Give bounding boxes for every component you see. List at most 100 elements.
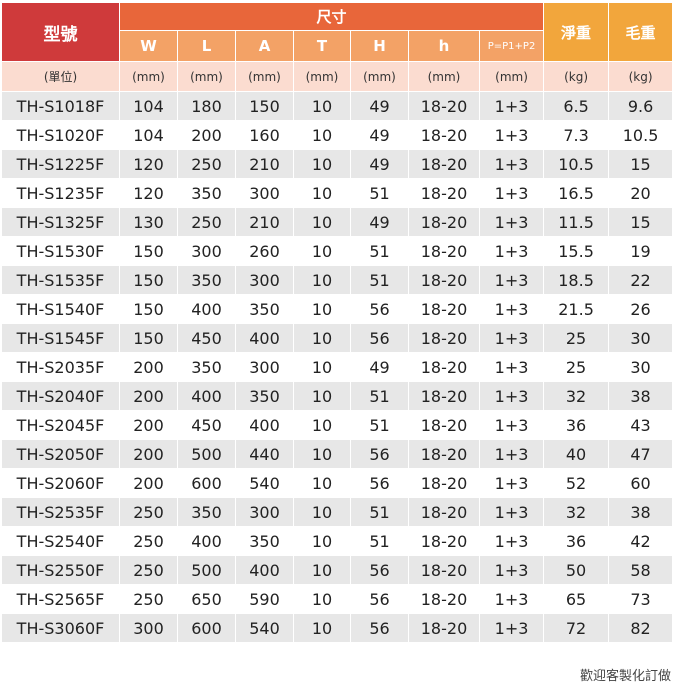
value-cell: 40 — [543, 439, 610, 469]
value-cell: 10 — [293, 265, 351, 295]
table-row: TH-S2535F 250 350 300 10 51 18-20 1+3 32 38 — [1, 497, 674, 527]
value-cell: 540 — [235, 613, 294, 643]
value-cell: 25 — [543, 352, 610, 382]
table-row: TH-S1018F 104 180 150 10 49 18-20 1+3 6.5 9.6 — [1, 91, 674, 121]
dim-col-t: T — [293, 30, 351, 62]
unit-cell: (mm) — [119, 61, 178, 92]
value-cell: 56 — [350, 439, 409, 469]
value-cell: 19 — [608, 236, 674, 266]
unit-cell: (kg) — [543, 61, 610, 92]
value-cell: 1+3 — [478, 381, 545, 411]
table-row: TH-S1545F 150 450 400 10 56 18-20 1+3 25 30 — [1, 323, 674, 353]
value-cell: 130 — [119, 207, 178, 237]
value-cell: 15.5 — [543, 236, 610, 266]
value-cell: 450 — [177, 410, 236, 440]
value-cell: 350 — [177, 265, 236, 295]
dim-col-h-upper: H — [350, 30, 409, 62]
value-cell: 51 — [350, 497, 409, 527]
value-cell: 1+3 — [478, 265, 545, 295]
value-cell: 350 — [177, 178, 236, 208]
value-cell: 1+3 — [478, 323, 545, 353]
value-cell: 300 — [235, 352, 294, 382]
value-cell: 52 — [543, 468, 610, 498]
value-cell: 18.5 — [543, 265, 610, 295]
value-cell: 18-20 — [408, 613, 480, 643]
model-cell: TH-S2535F — [1, 497, 120, 527]
value-cell: 1+3 — [478, 294, 545, 324]
value-cell: 104 — [119, 120, 178, 150]
value-cell: 38 — [608, 497, 674, 527]
value-cell: 10 — [293, 91, 351, 121]
value-cell: 10 — [293, 410, 351, 440]
value-cell: 1+3 — [478, 526, 545, 556]
value-cell: 10 — [293, 439, 351, 469]
dimensions-header: 尺寸 — [118, 2, 545, 31]
table-row: TH-S1530F 150 300 260 10 51 18-20 1+3 15.5 19 — [1, 236, 674, 266]
value-cell: 38 — [608, 381, 674, 411]
value-cell: 58 — [608, 555, 674, 585]
value-cell: 200 — [119, 439, 178, 469]
value-cell: 49 — [350, 120, 409, 150]
table-row: TH-S2045F 200 450 400 10 51 18-20 1+3 36 43 — [1, 410, 674, 440]
value-cell: 1+3 — [478, 207, 545, 237]
table-row: TH-S1225F 120 250 210 10 49 18-20 1+3 10.5 15 — [1, 149, 674, 179]
table-row: TH-S2550F 250 500 400 10 56 18-20 1+3 50 58 — [1, 555, 674, 585]
value-cell: 10 — [293, 613, 351, 643]
value-cell: 18-20 — [408, 526, 480, 556]
value-cell: 1+3 — [478, 555, 545, 585]
model-cell: TH-S2035F — [1, 352, 120, 382]
value-cell: 400 — [235, 410, 294, 440]
value-cell: 400 — [235, 555, 294, 585]
value-cell: 18-20 — [408, 468, 480, 498]
value-cell: 10 — [293, 323, 351, 353]
value-cell: 350 — [177, 497, 236, 527]
value-cell: 18-20 — [408, 178, 480, 208]
unit-row: (單位) (mm) (mm) (mm) (mm) (mm) (mm) (mm) … — [1, 61, 674, 92]
value-cell: 650 — [177, 584, 236, 614]
unit-cell: (mm) — [235, 61, 294, 92]
value-cell: 10 — [293, 352, 351, 382]
value-cell: 120 — [119, 178, 178, 208]
value-cell: 104 — [119, 91, 178, 121]
value-cell: 18-20 — [408, 584, 480, 614]
value-cell: 180 — [177, 91, 236, 121]
value-cell: 36 — [543, 526, 610, 556]
value-cell: 73 — [608, 584, 674, 614]
model-cell: TH-S1535F — [1, 265, 120, 295]
value-cell: 56 — [350, 555, 409, 585]
value-cell: 10 — [293, 468, 351, 498]
value-cell: 250 — [119, 584, 178, 614]
value-cell: 18-20 — [408, 381, 480, 411]
value-cell: 56 — [350, 323, 409, 353]
value-cell: 1+3 — [478, 613, 545, 643]
model-cell: TH-S1235F — [1, 178, 120, 208]
value-cell: 18-20 — [408, 91, 480, 121]
dim-col-a: A — [235, 30, 294, 62]
value-cell: 18-20 — [408, 323, 480, 353]
value-cell: 47 — [608, 439, 674, 469]
spec-table: 型號 尺寸 淨重 毛重 W L A T H h P=P1+P2 (單位) (mm… — [1, 2, 674, 643]
value-cell: 600 — [177, 468, 236, 498]
table-body: (單位) (mm) (mm) (mm) (mm) (mm) (mm) (mm) … — [1, 61, 674, 643]
value-cell: 400 — [177, 526, 236, 556]
value-cell: 15 — [608, 149, 674, 179]
value-cell: 49 — [350, 149, 409, 179]
value-cell: 1+3 — [478, 149, 545, 179]
value-cell: 51 — [350, 265, 409, 295]
value-cell: 350 — [177, 352, 236, 382]
value-cell: 150 — [235, 91, 294, 121]
value-cell: 56 — [350, 584, 409, 614]
value-cell: 10 — [293, 207, 351, 237]
value-cell: 250 — [119, 526, 178, 556]
value-cell: 250 — [119, 497, 178, 527]
value-cell: 21.5 — [543, 294, 610, 324]
dim-col-w: W — [119, 30, 178, 62]
value-cell: 350 — [235, 381, 294, 411]
value-cell: 60 — [608, 468, 674, 498]
table-row: TH-S1235F 120 350 300 10 51 18-20 1+3 16.5 20 — [1, 178, 674, 208]
value-cell: 15 — [608, 207, 674, 237]
table-row: TH-S2050F 200 500 440 10 56 18-20 1+3 40 47 — [1, 439, 674, 469]
unit-cell: (單位) — [1, 61, 120, 92]
value-cell: 300 — [235, 265, 294, 295]
value-cell: 6.5 — [543, 91, 610, 121]
